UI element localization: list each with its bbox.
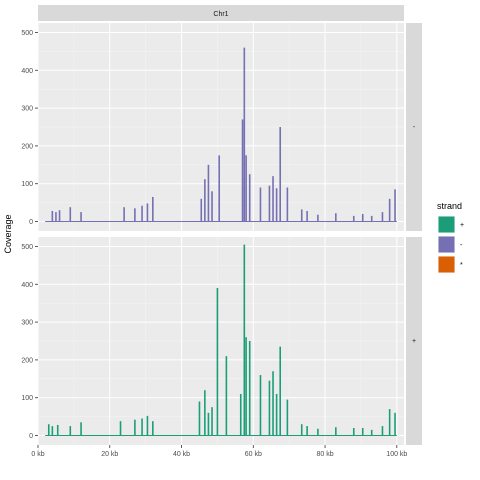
y-tick-label: 300 — [21, 320, 33, 327]
legend-label: - — [460, 242, 463, 249]
y-tick-label: 100 — [21, 395, 33, 402]
legend-label: * — [460, 262, 463, 269]
y-axis-minus: 0 100 200 300 400 500 — [21, 30, 38, 226]
y-axis-plus: 0 100 200 300 400 500 — [21, 244, 38, 440]
legend-key — [438, 236, 455, 253]
facet-strip-right-minus-label: - — [413, 124, 416, 131]
y-tick-label: 0 — [29, 433, 33, 440]
y-tick-label: 400 — [21, 282, 33, 289]
x-tick-label: 80 kb — [316, 451, 333, 458]
x-axis: 0 kb 20 kb 40 kb 60 kb 80 kb 100 kb — [31, 445, 407, 458]
y-tick-label: 200 — [21, 143, 33, 150]
legend: strand + - * — [437, 201, 464, 273]
y-tick-label: 100 — [21, 181, 33, 188]
facet-strip-top — [38, 5, 404, 21]
x-tick-label: 100 kb — [386, 451, 407, 458]
legend-key — [438, 256, 455, 273]
y-tick-label: 0 — [29, 219, 33, 226]
x-tick-label: 40 kb — [173, 451, 190, 458]
x-tick-label: 60 kb — [245, 451, 262, 458]
y-tick-label: 300 — [21, 106, 33, 113]
panel-plus-strand — [37, 237, 404, 445]
facet-strip-right-minus — [406, 23, 422, 231]
facet-strip-right-plus-label: + — [412, 338, 416, 345]
x-tick-label: 20 kb — [101, 451, 118, 458]
facet-strip-top-label: Chr1 — [213, 11, 228, 18]
facet-strip-right-plus — [406, 237, 422, 445]
legend-label: + — [460, 222, 464, 229]
y-tick-label: 200 — [21, 357, 33, 364]
legend-key — [438, 216, 455, 233]
y-tick-label: 400 — [21, 68, 33, 75]
y-tick-label: 500 — [21, 30, 33, 37]
y-axis-title: Coverage — [3, 214, 13, 253]
panel-minus-strand — [37, 23, 404, 231]
x-tick-label: 0 kb — [31, 451, 44, 458]
y-tick-label: 500 — [21, 244, 33, 251]
legend-title: strand — [437, 201, 462, 211]
